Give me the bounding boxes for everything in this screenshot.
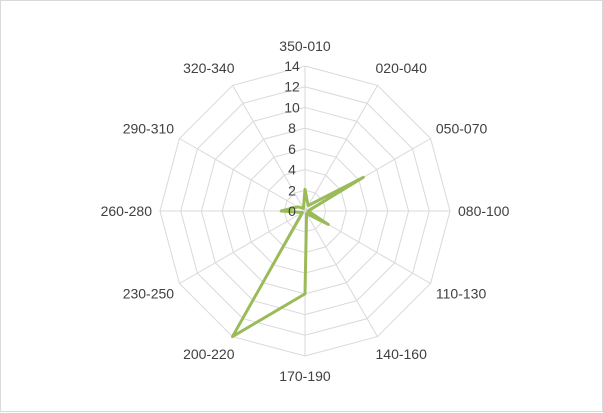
category-label: 200-220 bbox=[183, 346, 235, 362]
category-label: 170-190 bbox=[279, 368, 331, 384]
category-label: 110-130 bbox=[436, 286, 487, 302]
category-label: 140-160 bbox=[376, 346, 428, 362]
radial-tick-labels: 0 2 4 6 8 10 12 14 bbox=[284, 58, 300, 219]
category-label: 350-010 bbox=[279, 38, 331, 54]
r-tick-label: 10 bbox=[284, 99, 300, 115]
category-label: 260-280 bbox=[101, 203, 153, 219]
grid-spoke bbox=[232, 85, 306, 212]
grid-spoke bbox=[179, 210, 306, 284]
category-label: 050-070 bbox=[436, 121, 488, 137]
category-label: 320-340 bbox=[183, 60, 235, 76]
r-tick-label: 2 bbox=[288, 182, 296, 198]
category-label: 230-250 bbox=[123, 286, 175, 302]
r-tick-label: 14 bbox=[284, 58, 300, 74]
series-layer bbox=[231, 175, 365, 339]
category-label: 080-100 bbox=[458, 203, 510, 219]
category-label: 020-040 bbox=[376, 60, 428, 76]
grid-spoke bbox=[304, 85, 378, 212]
series-line bbox=[231, 175, 365, 339]
r-tick-label: 0 bbox=[288, 203, 296, 219]
r-tick-label: 6 bbox=[288, 141, 296, 157]
grid-spoke bbox=[179, 138, 306, 212]
category-label: 290-310 bbox=[123, 121, 175, 137]
r-tick-label: 12 bbox=[284, 79, 300, 95]
grid-spoke bbox=[304, 210, 378, 337]
category-labels: 350-010 020-040 050-070 080-100 110-130 140-1… bbox=[101, 38, 510, 384]
radar-grid bbox=[159, 65, 451, 357]
r-tick-label: 4 bbox=[288, 162, 296, 178]
r-tick-label: 8 bbox=[288, 120, 296, 136]
